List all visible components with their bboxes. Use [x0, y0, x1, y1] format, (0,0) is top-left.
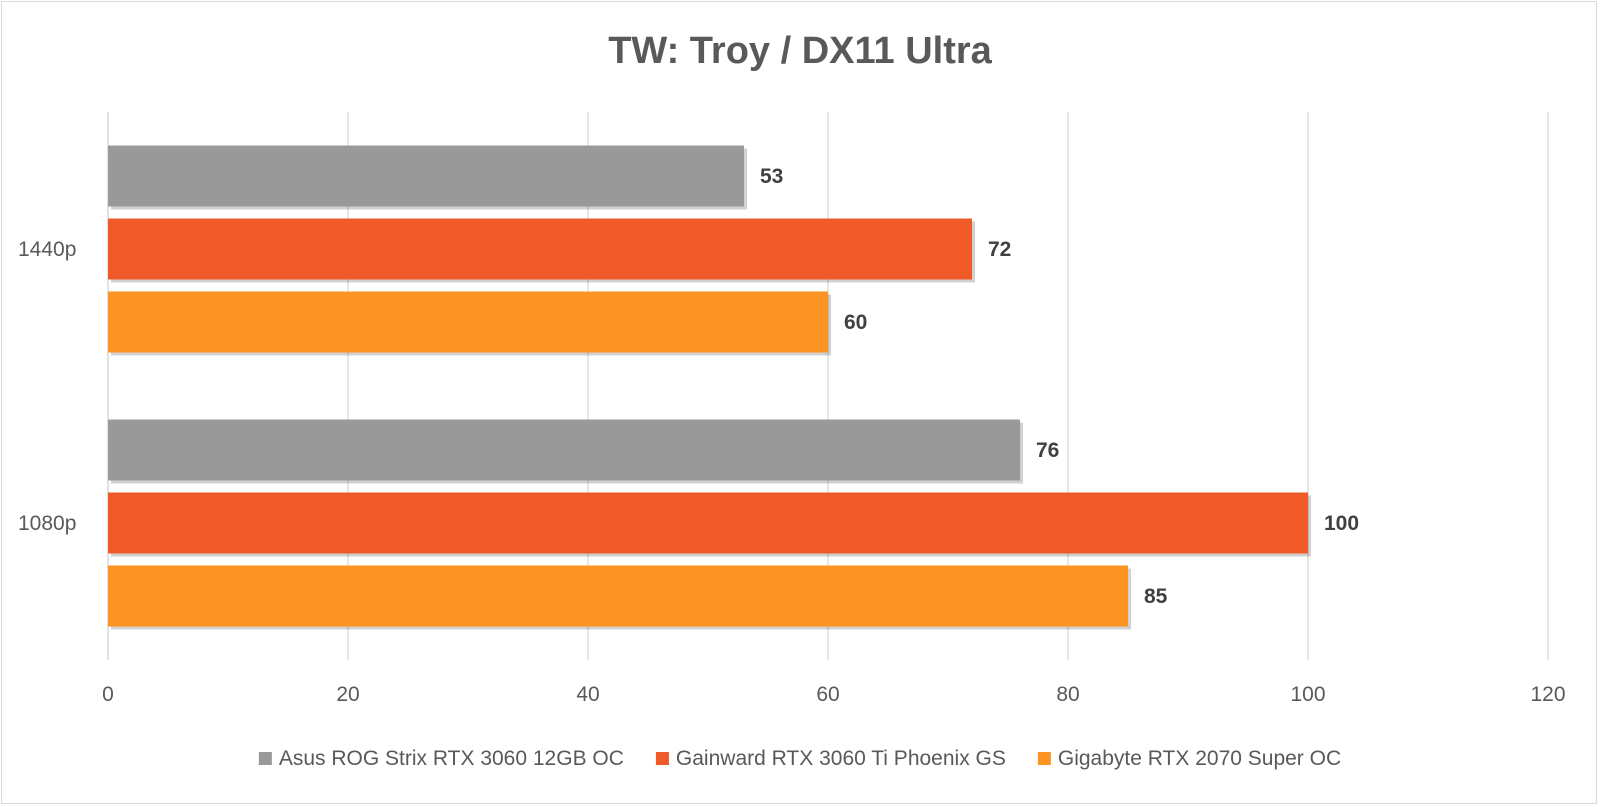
- legend: Asus ROG Strix RTX 3060 12GB OC Gainward …: [258, 747, 1341, 770]
- data-label: 72: [988, 238, 1011, 261]
- x-tick-label: 60: [816, 683, 839, 706]
- category-label: 1440p: [18, 238, 76, 261]
- legend-swatch: [258, 752, 272, 765]
- category-label: 1080p: [18, 512, 76, 535]
- legend-swatch: [655, 752, 669, 765]
- data-label: 53: [760, 165, 783, 188]
- x-tick-label: 120: [1530, 683, 1565, 706]
- bar: [108, 291, 828, 353]
- x-tick-label: 40: [576, 683, 599, 706]
- data-label: 100: [1324, 512, 1359, 535]
- chart-title: TW: Troy / DX11 Ultra: [608, 30, 992, 72]
- bars: [108, 145, 1311, 630]
- bar: [108, 492, 1308, 554]
- legend-label: Gainward RTX 3060 Ti Phoenix GS: [676, 747, 1006, 770]
- x-tick-label: 0: [102, 683, 114, 706]
- legend-label: Asus ROG Strix RTX 3060 12GB OC: [279, 747, 624, 770]
- data-label: 60: [844, 311, 867, 334]
- bar: [108, 565, 1128, 627]
- bar: [108, 145, 744, 207]
- data-labels: 53 72 60 76 100 85: [760, 165, 1359, 608]
- x-tick-label: 100: [1290, 683, 1325, 706]
- legend-swatch: [1037, 752, 1051, 765]
- x-axis-ticks: 0 20 40 60 80 100 120: [102, 683, 1565, 706]
- data-label: 76: [1036, 439, 1059, 462]
- x-tick-label: 80: [1056, 683, 1079, 706]
- bar: [108, 218, 972, 280]
- data-label: 85: [1144, 585, 1168, 608]
- legend-label: Gigabyte RTX 2070 Super OC: [1058, 747, 1341, 770]
- bar: [108, 419, 1020, 481]
- category-labels: 1440p 1080p: [18, 238, 76, 535]
- x-tick-label: 20: [336, 683, 359, 706]
